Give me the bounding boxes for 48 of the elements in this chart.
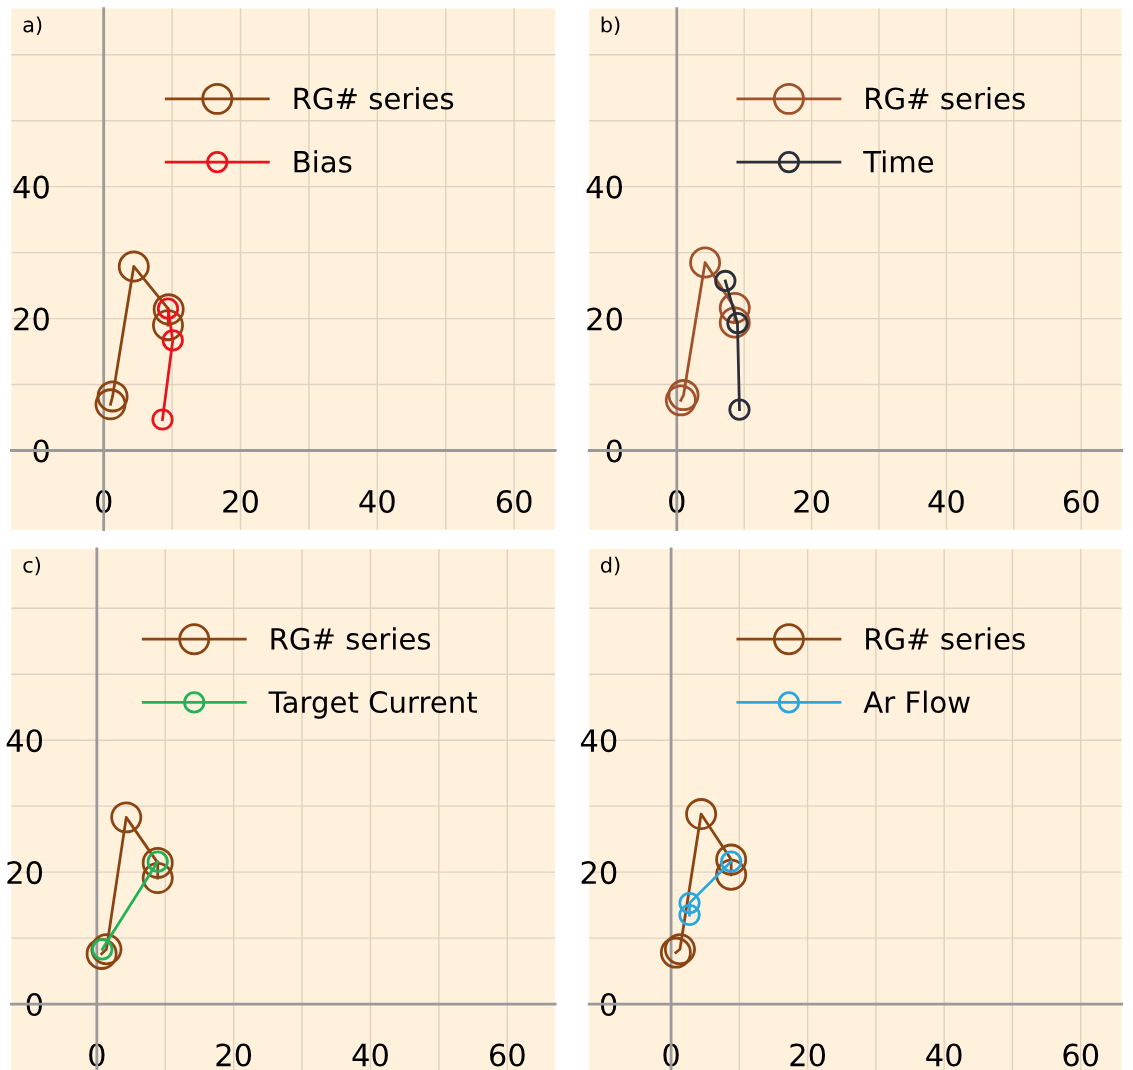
chart-title: d) bbox=[600, 556, 620, 576]
y-tick-label: 40 bbox=[580, 729, 617, 753]
legend-label: Time bbox=[863, 150, 934, 173]
x-tick-label: 20 bbox=[794, 489, 830, 514]
point bbox=[117, 250, 150, 283]
point bbox=[718, 306, 751, 339]
point bbox=[152, 293, 185, 326]
x-tick-label: 60 bbox=[1063, 489, 1099, 514]
chart-title: a) bbox=[23, 16, 42, 35]
x-tick-label: 40 bbox=[352, 1043, 388, 1067]
point bbox=[110, 801, 143, 834]
legend-label: Target Current bbox=[268, 691, 477, 719]
x-tick-label: 60 bbox=[496, 489, 532, 514]
x-tick-label: 20 bbox=[216, 1043, 252, 1067]
x-tick-label: 20 bbox=[223, 489, 258, 514]
x-tick-label: 20 bbox=[790, 1043, 826, 1067]
point bbox=[161, 329, 184, 352]
point bbox=[94, 388, 127, 421]
y-tick-label: 40 bbox=[13, 175, 49, 199]
y-tick-label: 20 bbox=[7, 861, 43, 885]
point bbox=[715, 843, 748, 876]
legend-label: RG# series bbox=[294, 86, 454, 110]
legend-label: RG# series bbox=[866, 86, 1025, 110]
point bbox=[678, 892, 701, 915]
y-tick-label: 20 bbox=[587, 307, 622, 331]
y-tick-label: 40 bbox=[6, 729, 43, 753]
y-tick-label: 20 bbox=[581, 861, 617, 885]
x-tick-label: 60 bbox=[1063, 1043, 1099, 1067]
x-tick-label: 60 bbox=[489, 1043, 525, 1067]
x-tick-label: 40 bbox=[359, 489, 395, 514]
y-tick-label: 40 bbox=[586, 175, 622, 199]
point bbox=[685, 798, 718, 831]
point bbox=[728, 398, 751, 421]
point bbox=[714, 269, 737, 293]
point bbox=[151, 408, 174, 431]
point bbox=[141, 846, 174, 879]
point bbox=[678, 903, 701, 927]
chart-title: c) bbox=[23, 556, 40, 576]
y-tick-label: 20 bbox=[14, 307, 49, 331]
legend-label: Ar Flow bbox=[863, 690, 970, 714]
legend-label: RG# series bbox=[271, 627, 431, 650]
legend-label: Bias bbox=[294, 150, 352, 173]
point bbox=[96, 380, 129, 413]
chart-title: b) bbox=[601, 16, 620, 35]
point bbox=[689, 246, 722, 279]
x-tick-label: 40 bbox=[928, 489, 964, 514]
x-tick-label: 40 bbox=[926, 1043, 962, 1067]
legend-label: RG# series bbox=[866, 627, 1025, 650]
